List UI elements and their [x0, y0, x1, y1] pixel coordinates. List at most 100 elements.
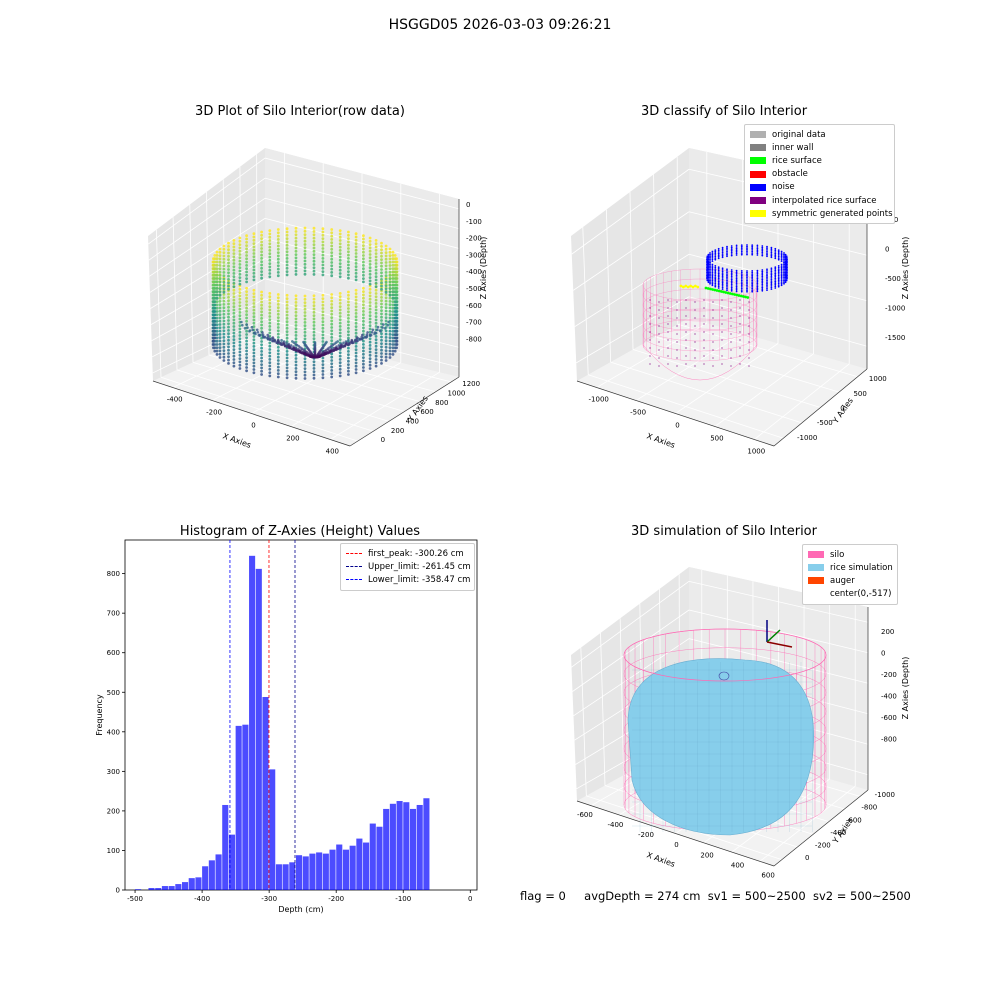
noise-point: [706, 268, 708, 271]
raw-data-point: [330, 365, 334, 369]
noise-point: [740, 271, 743, 274]
raw-data-point: [266, 333, 270, 337]
interpolated-point: [703, 315, 705, 317]
interpolated-point: [658, 341, 660, 343]
noise-point: [735, 276, 738, 278]
symmetric-point: [689, 284, 692, 288]
raw-data-point: [294, 330, 298, 334]
noise-point: [714, 254, 717, 256]
raw-data-point: [374, 298, 378, 302]
legend-item-silo: silo: [808, 548, 892, 561]
raw-data-point: [374, 335, 378, 338]
raw-data-point: [232, 338, 236, 342]
legend-item-auger: auger: [808, 574, 892, 587]
noise-point: [756, 247, 759, 250]
noise-point: [714, 249, 717, 252]
raw-data-point: [330, 296, 334, 300]
raw-data-point: [282, 341, 285, 345]
raw-data-point: [347, 338, 350, 342]
raw-data-point: [354, 258, 358, 262]
legend-label: inner wall: [772, 142, 814, 153]
raw-data-point: [380, 335, 383, 339]
interpolated-point: [649, 323, 651, 325]
raw-data-point: [227, 309, 230, 312]
interpolated-point: [730, 325, 732, 327]
noise-point: [770, 285, 773, 287]
noise-point: [780, 278, 783, 280]
raw-data-point: [312, 249, 316, 253]
noise-point: [735, 290, 738, 293]
noise-point: [730, 280, 733, 283]
noise-point: [783, 276, 785, 279]
raw-data-point: [395, 346, 398, 350]
z-tick-label: -500: [466, 285, 482, 293]
noise-point: [756, 272, 759, 275]
interpolated-point: [667, 299, 669, 301]
noise-point: [786, 277, 788, 280]
interpolated-point: [649, 315, 651, 317]
noise-point: [740, 279, 743, 282]
legend-swatch: [750, 131, 766, 139]
raw-data-point: [232, 311, 236, 315]
raw-data-point: [294, 249, 298, 253]
raw-data-point: [368, 236, 372, 240]
raw-data-point: [380, 352, 383, 355]
raw-data-point: [362, 240, 365, 244]
raw-data-point: [347, 307, 350, 310]
raw-data-point: [391, 287, 395, 290]
raw-data-point: [312, 317, 316, 321]
raw-data-point: [245, 273, 249, 277]
raw-data-point: [245, 277, 249, 280]
raw-data-point: [213, 329, 217, 333]
interpolated-point: [730, 317, 732, 319]
noise-point: [714, 279, 717, 282]
noise-point: [730, 288, 733, 291]
noise-point: [709, 276, 711, 279]
noise-point: [786, 269, 788, 272]
raw-data-point: [391, 250, 395, 254]
noise-point: [751, 273, 754, 275]
raw-data-point: [393, 300, 397, 303]
legend-swatch: [750, 170, 766, 178]
symmetric-point: [696, 285, 700, 289]
raw-data-point: [347, 369, 350, 373]
raw-data-point: [218, 300, 222, 303]
raw-data-point: [238, 269, 242, 273]
rice-surface-point: [711, 288, 714, 291]
raw-data-point: [321, 336, 325, 340]
raw-data-point: [260, 350, 263, 353]
x-tick-label: 0: [674, 841, 678, 849]
noise-point: [770, 281, 773, 284]
raw-data-point: [218, 336, 222, 340]
triad-x: [766, 641, 793, 648]
rice-surface-point: [717, 289, 721, 293]
noise-point: [740, 273, 743, 275]
raw-data-point: [252, 268, 256, 272]
avg-depth-value: avgDepth = 274 cm: [584, 889, 701, 903]
noise-point: [717, 287, 720, 289]
raw-data-point: [338, 338, 342, 341]
raw-data-point: [380, 338, 383, 342]
noise-point: [777, 266, 780, 269]
noise-point: [746, 286, 748, 288]
raw-data-point: [232, 318, 236, 322]
sv2-value: sv2 = 500~2500: [812, 889, 911, 903]
sv1-value: sv1 = 500~2500: [707, 889, 806, 903]
raw-data-point: [330, 238, 334, 241]
raw-data-point: [215, 310, 219, 313]
raw-data-point: [211, 343, 215, 346]
legend-label: symmetric generated points: [772, 208, 893, 219]
x-tick-label: -200: [206, 409, 222, 417]
raw-data-point: [222, 359, 226, 362]
raw-data-point: [222, 284, 226, 287]
noise-point: [717, 252, 720, 255]
raw-data-point: [368, 333, 372, 337]
interpolated-point: [667, 323, 669, 325]
z-tick-label: -800: [881, 736, 897, 744]
raw-data-point: [285, 293, 289, 297]
noise-point: [761, 269, 764, 271]
raw-data-point: [338, 252, 342, 256]
raw-data-point: [252, 275, 256, 278]
raw-data-point: [215, 287, 219, 290]
